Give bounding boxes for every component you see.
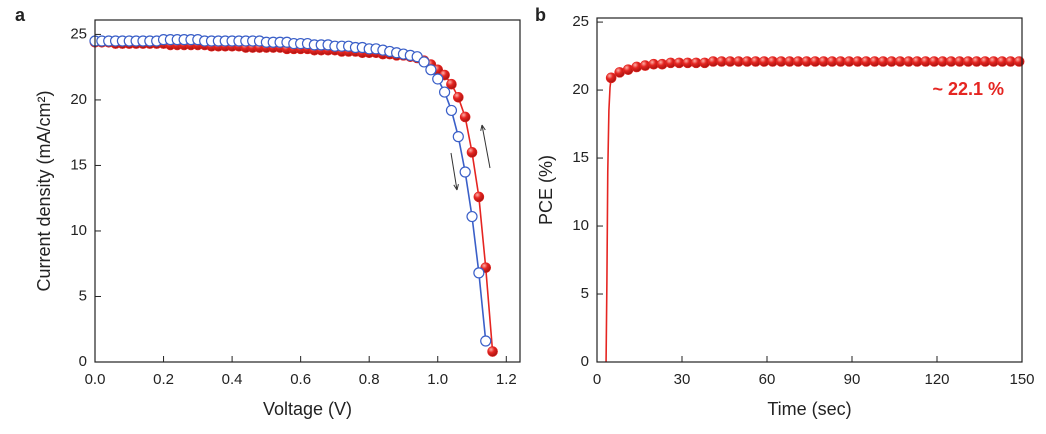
x-tick-label: 0.0 <box>85 371 106 388</box>
y-tick-label: 5 <box>581 285 589 302</box>
y-tick-label: 10 <box>572 217 589 234</box>
data-point <box>605 72 617 84</box>
arrow <box>450 152 458 191</box>
data-point <box>459 166 471 178</box>
x-axis-label: Time (sec) <box>767 399 851 419</box>
arrow <box>481 124 491 169</box>
x-tick-label: 60 <box>759 371 776 388</box>
data-point <box>452 131 464 143</box>
y-tick-label: 25 <box>572 13 589 30</box>
data-point <box>445 104 458 117</box>
y-tick-label: 20 <box>572 81 589 98</box>
y-axis-label: Current density (mA/cm²) <box>34 90 54 291</box>
data-point <box>466 147 478 158</box>
arrow-head <box>453 184 459 191</box>
arrow-head <box>480 124 486 131</box>
y-tick-label: 15 <box>572 149 589 166</box>
y-tick-label: 15 <box>70 156 87 173</box>
y-axis-label: PCE (%) <box>536 155 556 225</box>
x-tick-label: 1.0 <box>427 371 448 388</box>
data-point <box>1013 56 1025 67</box>
x-tick-label: 1.2 <box>496 371 517 388</box>
x-tick-label: 0.2 <box>153 371 174 388</box>
data-point <box>473 267 485 279</box>
y-tick-label: 0 <box>79 353 87 370</box>
y-tick-label: 10 <box>70 222 87 239</box>
data-point <box>438 86 451 98</box>
plot-frame <box>94 19 521 363</box>
x-tick-label: 30 <box>674 371 691 388</box>
panel-label: b <box>535 5 546 25</box>
x-tick-label: 0.8 <box>359 371 380 388</box>
y-tick-label: 0 <box>581 353 589 370</box>
data-line <box>95 41 494 352</box>
x-tick-label: 150 <box>1009 371 1034 388</box>
data-point <box>453 92 464 103</box>
y-tick-label: 20 <box>70 91 87 108</box>
x-tick-label: 90 <box>844 371 861 388</box>
panel-label: a <box>15 5 26 25</box>
data-point <box>459 111 471 123</box>
x-tick-label: 0.4 <box>222 371 243 388</box>
data-point <box>432 73 444 85</box>
data-line <box>95 38 487 342</box>
data-point <box>466 210 478 223</box>
data-line <box>605 77 612 363</box>
data-point <box>473 191 485 203</box>
x-axis-label: Voltage (V) <box>263 399 352 419</box>
y-tick-label: 5 <box>79 287 87 304</box>
x-tick-label: 0 <box>593 371 601 388</box>
data-point <box>425 64 437 76</box>
data-point <box>480 335 492 347</box>
data-point <box>418 56 430 68</box>
plot-frame <box>596 17 1023 363</box>
data-point <box>487 346 498 357</box>
data-point <box>446 78 457 90</box>
x-tick-label: 120 <box>924 371 949 388</box>
x-tick-label: 0.6 <box>290 371 311 388</box>
annotation: ~ 22.1 % <box>932 79 1004 99</box>
y-tick-label: 25 <box>70 25 87 42</box>
